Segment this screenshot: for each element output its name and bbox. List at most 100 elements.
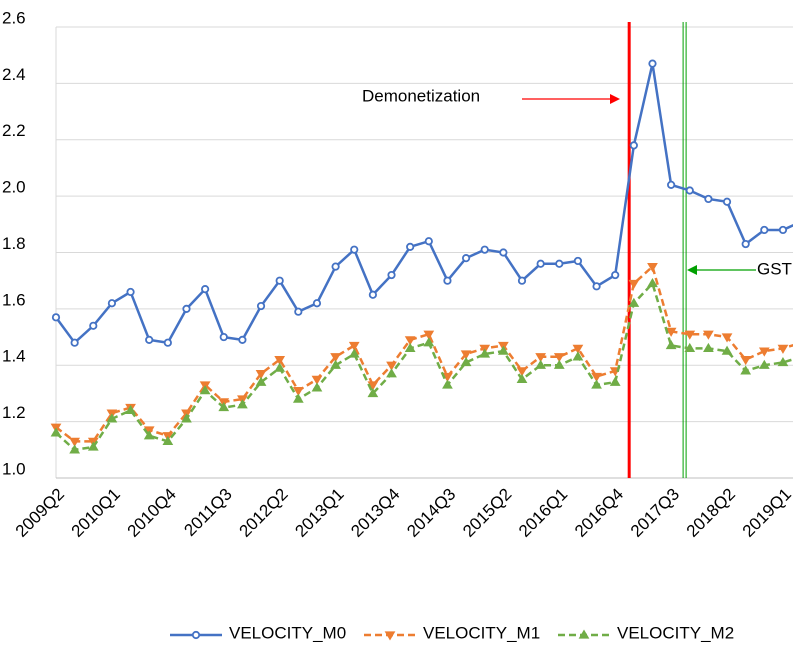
marker (106, 413, 118, 423)
y-tick-label: 1.6 (2, 290, 26, 309)
marker (330, 359, 341, 369)
marker (386, 361, 397, 371)
annotation: GST (757, 259, 792, 278)
marker (535, 353, 547, 363)
y-tick-label: 1.4 (2, 347, 26, 366)
marker (89, 321, 98, 330)
marker (201, 285, 210, 294)
y-tick-label: 2.4 (2, 65, 26, 84)
x-tick-label: 2016Q1 (515, 485, 571, 541)
legend-marker (191, 630, 201, 640)
marker (703, 330, 714, 340)
marker (274, 355, 286, 366)
marker (237, 399, 248, 409)
marker (499, 248, 508, 257)
x-tick-label: 2013Q4 (347, 485, 403, 541)
marker (758, 347, 770, 357)
marker (555, 259, 564, 268)
marker (760, 225, 769, 235)
marker (516, 367, 528, 377)
marker (740, 355, 752, 366)
x-tick-label: 2009Q2 (12, 485, 68, 541)
marker (721, 333, 733, 343)
y-tick-label: 2.6 (2, 8, 26, 27)
marker (350, 245, 359, 254)
y-tick-label: 1.0 (2, 459, 26, 478)
marker (684, 342, 696, 352)
marker (665, 340, 677, 350)
y-tick-label: 1.8 (2, 234, 26, 253)
legend-label: VELOCITY_M1 (423, 623, 540, 642)
marker (292, 386, 304, 397)
marker (572, 344, 584, 354)
legend-label: VELOCITY_M0 (229, 623, 346, 642)
marker (609, 376, 621, 386)
marker (479, 348, 491, 358)
x-tick-label: 2016Q4 (571, 485, 627, 541)
marker (628, 279, 640, 289)
marker (572, 351, 584, 361)
x-tick-label: 2013Q1 (291, 485, 347, 541)
x-tick-label: 2010Q4 (124, 485, 180, 541)
marker (517, 276, 527, 285)
marker (777, 356, 789, 367)
marker (778, 225, 788, 235)
annotation: Demonetization (362, 86, 480, 105)
x-tick-label: 2010Q1 (68, 485, 124, 541)
marker (50, 427, 62, 437)
marker (107, 299, 117, 308)
marker (553, 353, 565, 363)
marker (740, 365, 752, 375)
marker (181, 413, 192, 423)
marker (348, 348, 360, 358)
marker (199, 385, 211, 395)
marker (292, 393, 304, 403)
marker (424, 237, 433, 246)
annotation-arrowhead (687, 265, 697, 275)
series-line (54, 63, 793, 345)
marker (592, 282, 601, 291)
x-tick-label: 2011Q3 (180, 485, 235, 540)
marker (516, 373, 528, 383)
marker (219, 332, 228, 342)
marker (536, 259, 545, 268)
marker (367, 381, 379, 391)
marker (368, 290, 377, 299)
marker (143, 430, 155, 440)
x-tick-label: 2018Q2 (683, 485, 739, 541)
marker (331, 262, 340, 271)
marker (256, 301, 266, 311)
annotation-arrowhead (610, 94, 620, 104)
marker (311, 382, 323, 392)
marker (667, 180, 676, 189)
series-line (55, 264, 793, 443)
marker (312, 299, 322, 308)
marker (460, 350, 472, 360)
marker (684, 330, 696, 340)
marker (274, 362, 286, 372)
marker (125, 404, 136, 414)
marker (648, 59, 657, 68)
marker (777, 344, 789, 354)
marker (423, 337, 435, 347)
marker (238, 335, 247, 344)
marker (330, 353, 341, 363)
marker (741, 239, 750, 249)
marker (87, 441, 99, 451)
x-tick-label: 2019Q1 (739, 485, 793, 541)
marker (722, 197, 732, 206)
marker (367, 387, 379, 398)
marker (387, 270, 396, 280)
legend-marker (384, 631, 396, 641)
marker (255, 376, 267, 386)
marker (497, 345, 509, 355)
marker (126, 287, 135, 297)
marker (443, 276, 452, 285)
marker (573, 256, 583, 266)
marker (404, 336, 416, 346)
marker (629, 141, 638, 150)
marker (647, 278, 658, 288)
marker (721, 345, 733, 355)
